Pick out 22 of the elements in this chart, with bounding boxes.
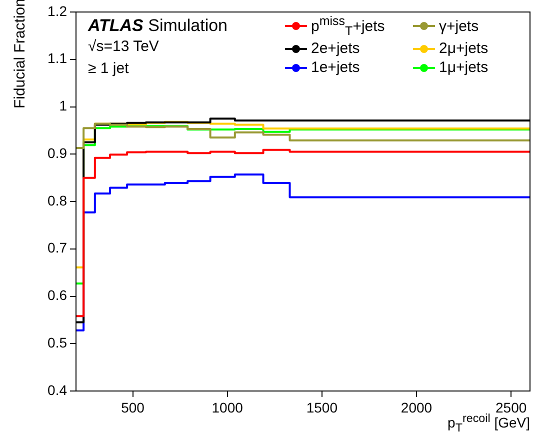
y-tick-label: 0.7 xyxy=(48,240,68,256)
y-tick-label: 1.2 xyxy=(48,2,68,19)
y-tick-label: 0.9 xyxy=(48,144,68,161)
legend-label: γ+jets xyxy=(439,18,479,34)
y-tick-label: 0.8 xyxy=(48,192,68,208)
y-tick-label: 1 xyxy=(59,98,68,114)
x-tick-label: 1000 xyxy=(212,399,244,416)
annotation: ATLAS Simulation xyxy=(88,16,228,36)
x-tick-label: 500 xyxy=(121,399,145,416)
legend-label: 1μ+jets xyxy=(439,59,488,76)
y-tick-label: 0.6 xyxy=(48,287,68,304)
x-tick-label: 1500 xyxy=(306,399,338,416)
y-tick-label: 1.1 xyxy=(48,50,68,66)
legend-label: 2μ+jets xyxy=(439,40,488,57)
x-tick-label: 2000 xyxy=(400,399,432,416)
annotation: ≥ 1 jet xyxy=(88,60,129,77)
legend-label: 1e+jets xyxy=(311,59,360,76)
y-tick-label: 0.5 xyxy=(48,334,68,350)
y-tick-label: 0.4 xyxy=(48,382,68,398)
annotation: √s=13 TeV xyxy=(88,38,159,55)
legend-label: 2e+jets xyxy=(311,40,360,57)
legend-label: p$^{miss}$$_{T}$+jets xyxy=(311,14,385,38)
